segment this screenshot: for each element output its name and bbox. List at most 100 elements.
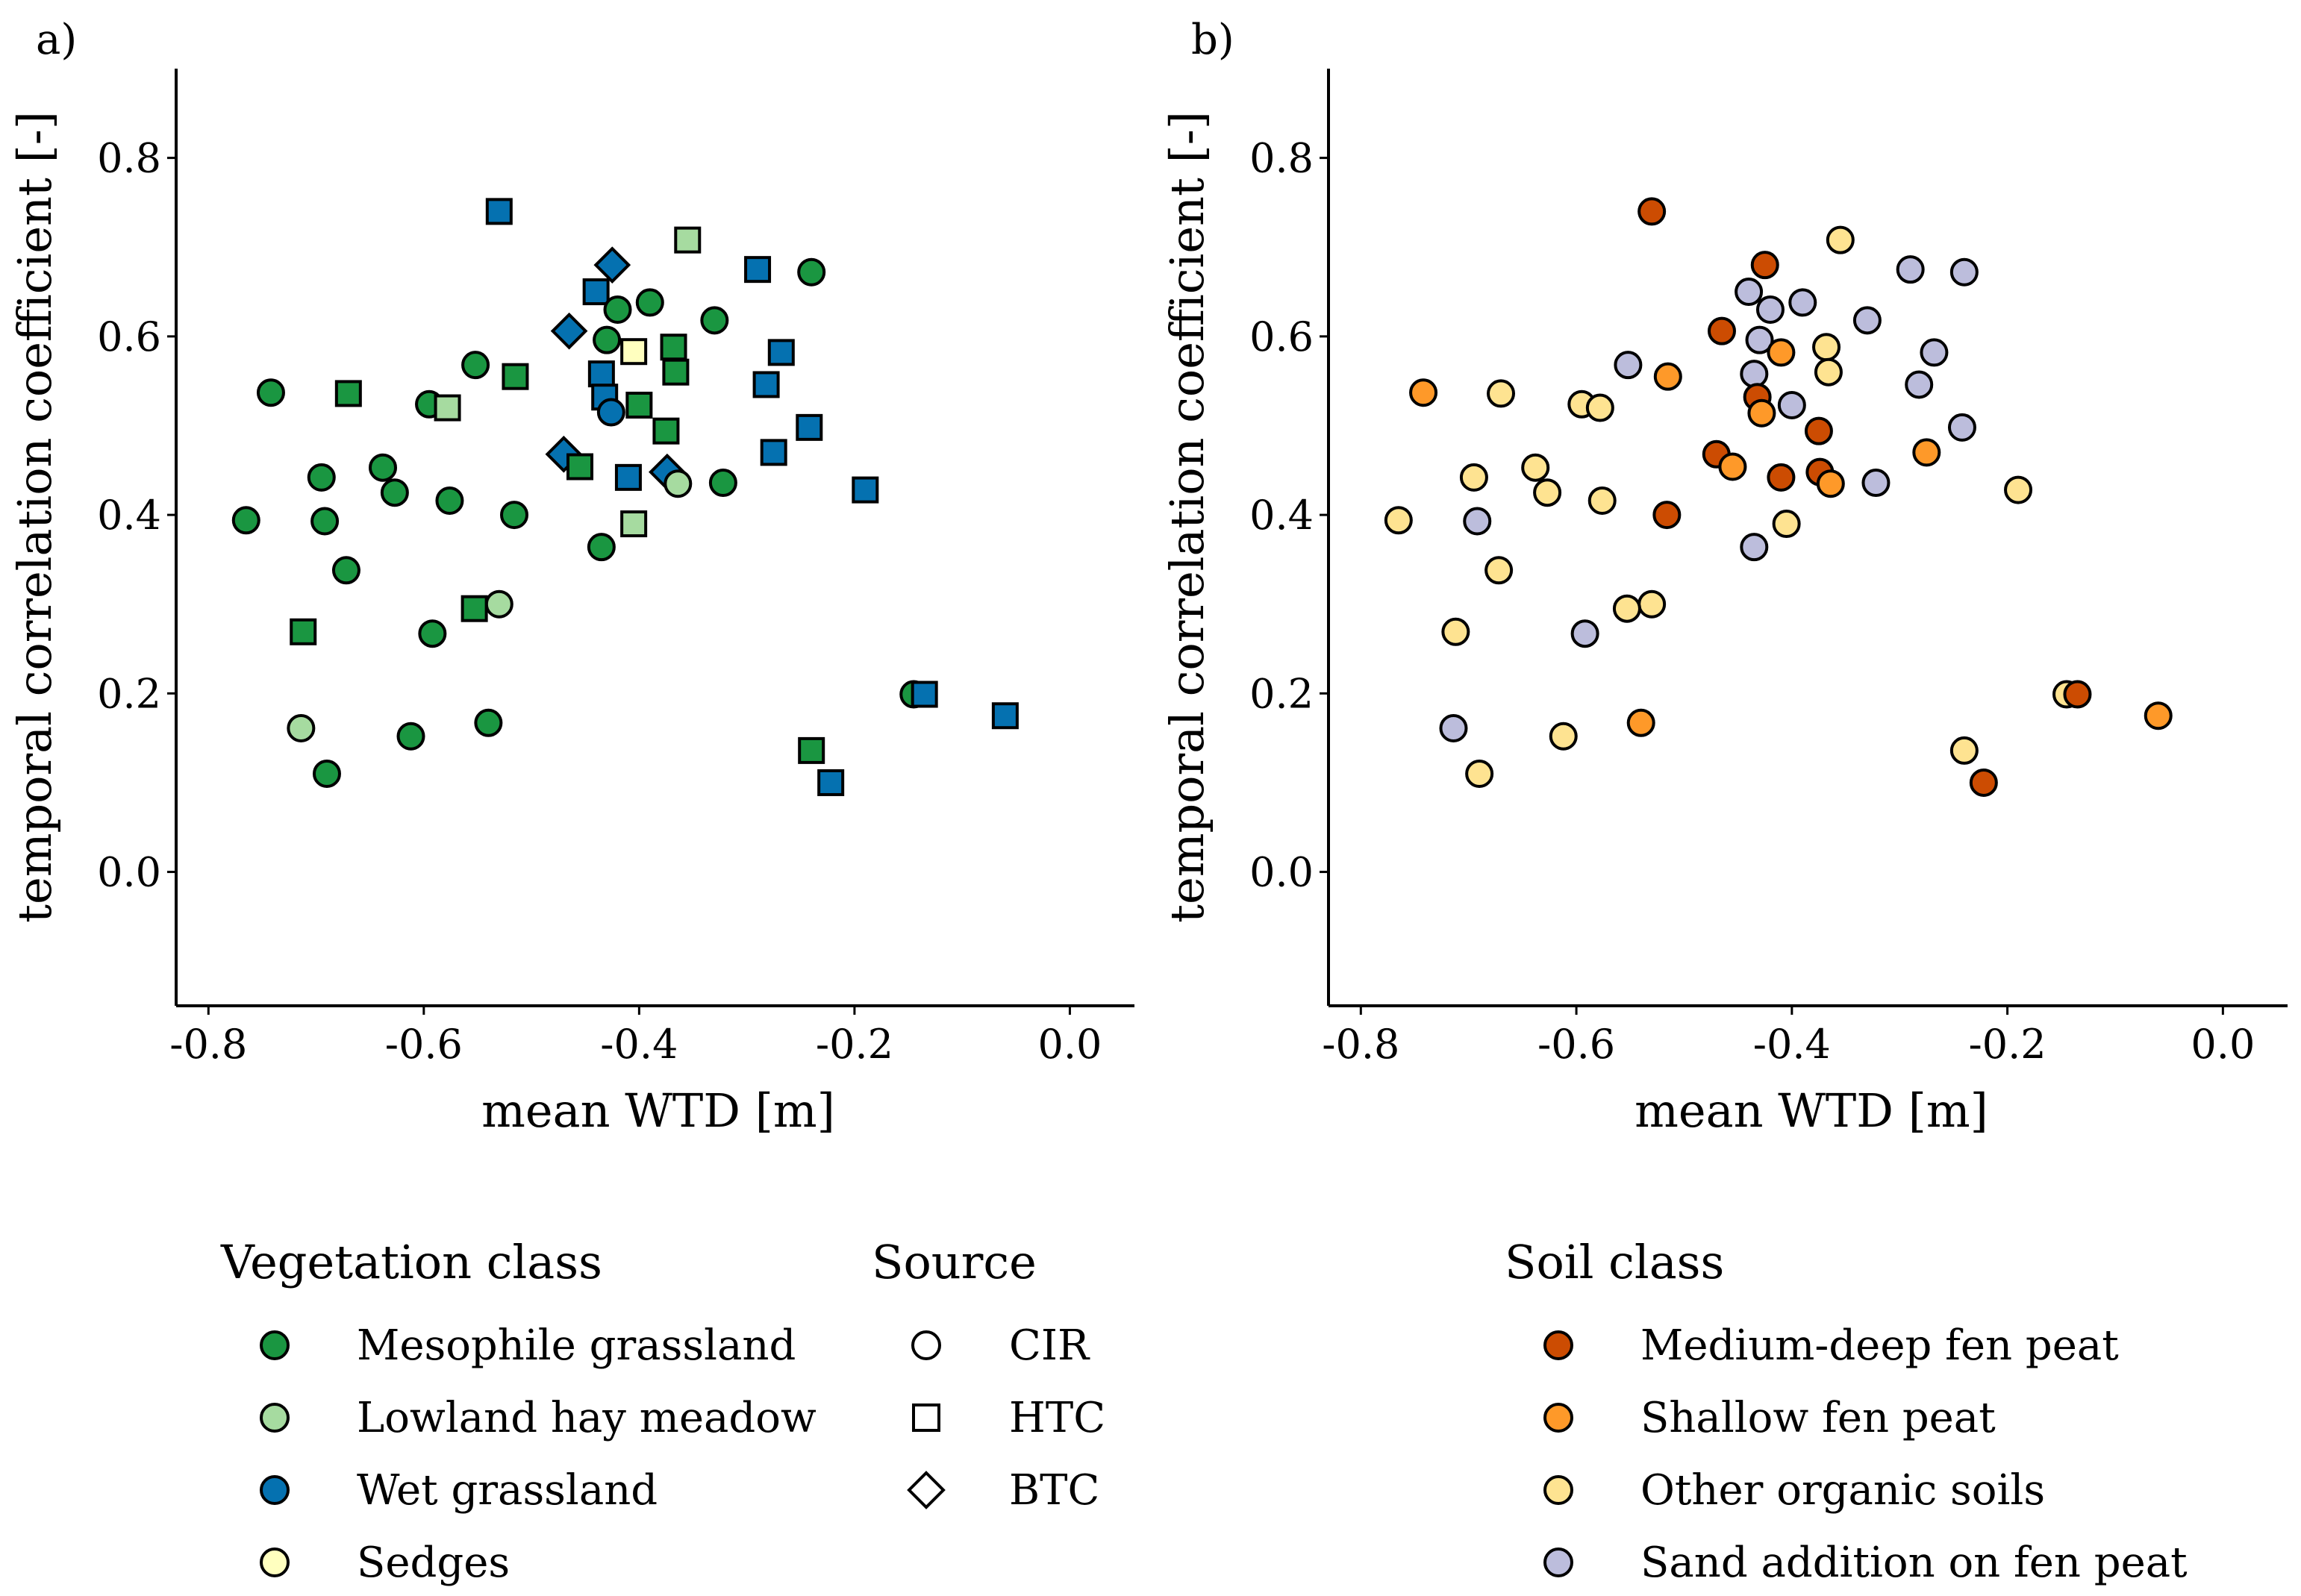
legend-shape-square-icon [912,1403,940,1432]
data-point-circle [1653,362,1682,391]
data-point-circle [1585,393,1614,422]
data-point-circle [1905,370,1934,399]
legend-soil-class: Soil class Medium-deep fen peat Shallow … [1505,1235,2188,1587]
legend-label: Shallow fen peat [1640,1394,1996,1442]
legend-label: Wet grassland [357,1466,658,1515]
data-point-circle [1459,463,1488,492]
legend-soil-title: Soil class [1505,1235,1724,1289]
panel-a: a) temporal correlation coefficient [-] … [7,16,1134,1138]
legend-swatch-mesophile-grassland [260,1330,290,1360]
legend-label: Medium-deep fen peat [1640,1321,2119,1370]
data-point-circle [1549,722,1578,751]
data-point-circle [435,486,464,515]
legend-item: Wet grassland [260,1466,658,1515]
legend-shape-circle-icon [911,1330,941,1360]
data-point-square [614,463,642,491]
legend-vegetation-title: Vegetation class [220,1235,602,1289]
panel-a-x-axis-title: mean WTD [m] [481,1083,835,1138]
data-point-circle [500,501,529,530]
data-point-circle [700,306,729,335]
x-tick-label: 0.0 [2191,1021,2255,1068]
y-tick-label: 0.8 [1249,135,1314,182]
legend-item: Lowland hay meadow [260,1394,817,1442]
legend-label: HTC [1009,1394,1105,1442]
data-point-circle [1587,486,1617,515]
legend-label: BTC [1009,1466,1099,1515]
data-point-circle [1788,288,1817,317]
data-point-square [587,360,615,388]
data-point-circle [256,378,285,407]
data-point-circle [1521,453,1550,482]
data-point-square [796,413,823,441]
legend-swatch-sedges [260,1548,290,1577]
data-point-square [582,278,610,306]
legend-label: Other organic soils [1640,1466,2045,1515]
data-point-circle [587,533,616,562]
legend-label: Lowland hay meadow [357,1394,817,1442]
data-point-circle [1861,469,1891,498]
legend-item: Shallow fen peat [1543,1394,1996,1442]
data-point-circle [1409,378,1438,407]
legend-swatch-wet-grassland [260,1475,290,1505]
data-point-circle [2063,680,2092,709]
legend-vegetation-class: Vegetation class Mesophile grassland Low… [220,1235,817,1587]
data-point-circle [474,708,503,737]
data-point-circle [1465,759,1494,788]
data-point-square [334,380,362,407]
data-point-square [460,595,488,622]
data-point-circle [1637,589,1667,619]
data-point-circle [1969,768,1998,797]
legend-swatch-sand-addition-on-fen-peat [1543,1548,1573,1577]
data-point-diamond [550,312,588,350]
data-point-circle [1816,469,1845,498]
data-point-square [620,510,648,538]
y-tick-label: 0.0 [97,849,161,896]
x-tick-label: -0.6 [385,1021,463,1068]
x-tick-label: -0.6 [1537,1021,1615,1068]
panel-a-y-axis-title: temporal correlation coefficient [-] [7,111,62,923]
data-point-square [502,363,529,390]
data-point-circle [1755,295,1785,324]
data-point-circle [1626,708,1655,737]
legend-label: Sedges [357,1539,510,1587]
legend-item: Sand addition on fen peat [1543,1539,2188,1587]
legend-swatch-lowland-hay-meadow [260,1403,290,1433]
data-point-circle [307,463,336,492]
data-point-circle [1463,507,1492,536]
data-point-circle [1949,736,1979,765]
data-point-circle [635,288,664,317]
data-point-circle [231,506,260,535]
data-point-circle [380,478,409,507]
x-tick-label: 0.0 [1037,1021,1102,1068]
x-tick-label: -0.2 [1969,1021,2046,1068]
legend-item: CIR [911,1321,1090,1370]
y-tick-label: 0.6 [1249,313,1314,360]
panel-b-plot: 0.0 0.2 0.4 0.6 0.8 -0.8 -0.6 -0.4 -0.2 0.0 [1249,69,2288,1068]
data-point-circle [1814,357,1843,387]
legend-shape-diamond-icon [907,1471,946,1509]
panel-b-x-axis-title: mean WTD [m] [1635,1083,1988,1138]
data-point-circle [310,507,340,536]
data-point-square [798,736,825,764]
data-point-circle [331,556,360,585]
data-point-circle [1614,351,1643,380]
legend-item: Sedges [260,1539,510,1587]
data-point-square [744,256,772,284]
data-point-circle [1949,257,1979,287]
data-point-circle [1533,478,1562,507]
data-point-circle [593,325,622,354]
legend-item: HTC [912,1394,1105,1442]
data-point-square [625,391,653,419]
data-point-circle [418,619,447,648]
data-point-circle [2144,701,2173,730]
panel-b-y-axis-title: temporal correlation coefficient [-] [1160,111,1214,923]
panel-a-plot: 0.0 0.2 0.4 0.6 0.8 -0.8 -0.6 -0.4 -0.2 0.0 [97,69,1134,1068]
data-point-circle [1912,438,1941,467]
data-point-square [662,358,690,386]
x-tick-label: -0.2 [816,1021,893,1068]
data-point-circle [1812,333,1841,362]
data-point-circle [1637,197,1667,226]
data-point-circle [1826,225,1855,254]
data-point-circle [603,295,632,324]
panel-a-label: a) [36,16,77,64]
